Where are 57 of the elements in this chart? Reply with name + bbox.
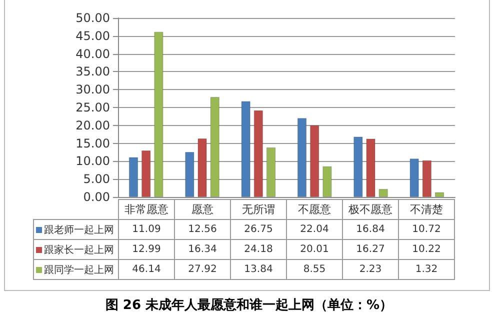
legend-label: 跟同学一起上网 bbox=[44, 264, 114, 276]
bar bbox=[354, 136, 363, 197]
bar bbox=[254, 110, 263, 197]
y-tick-label: 5.00 bbox=[83, 172, 110, 186]
y-tick-label: 20.00 bbox=[76, 118, 110, 132]
y-tick-label: 50.00 bbox=[76, 11, 110, 25]
bar bbox=[142, 150, 151, 197]
bar bbox=[422, 160, 432, 197]
data-label: 10.72 bbox=[398, 220, 454, 240]
x-tick-label: 非常愿意 bbox=[118, 200, 174, 220]
y-tick-label: 30.00 bbox=[76, 82, 110, 97]
data-label: 12.99 bbox=[118, 240, 174, 260]
data-label: 2.23 bbox=[342, 260, 398, 280]
data-label: 16.84 bbox=[342, 220, 398, 240]
x-tick-label: 不清楚 bbox=[398, 200, 454, 220]
bar bbox=[210, 97, 220, 197]
data-label: 13.84 bbox=[230, 260, 286, 280]
legend-label: 跟家长一起上网 bbox=[44, 244, 114, 256]
x-tick-label: 不愿意 bbox=[286, 200, 342, 220]
x-tick-label: 极不愿意 bbox=[342, 200, 398, 220]
data-label: 16.27 bbox=[342, 240, 398, 260]
y-tick-label: 40.00 bbox=[76, 46, 110, 61]
x-tick-label: 无所谓 bbox=[230, 200, 286, 220]
data-label: 22.04 bbox=[286, 220, 342, 240]
y-tick-label: 10.00 bbox=[76, 154, 110, 168]
data-label: 1.32 bbox=[398, 260, 454, 280]
bar bbox=[435, 192, 444, 197]
bar bbox=[128, 157, 138, 197]
y-tick-label: 45.00 bbox=[76, 28, 110, 43]
text: 图 26 未成年人最愿意和谁一起上网（单位：%） bbox=[104, 296, 394, 314]
data-label: 24.18 bbox=[230, 240, 286, 260]
y-tick-label: 25.00 bbox=[76, 100, 110, 114]
bar bbox=[410, 158, 419, 197]
data-label: 27.92 bbox=[174, 260, 230, 280]
x-tick-label: 愿意 bbox=[174, 200, 230, 220]
data-label: 26.75 bbox=[230, 220, 286, 240]
data-label: 16.34 bbox=[174, 240, 230, 260]
bar bbox=[266, 147, 276, 197]
bar bbox=[198, 138, 207, 197]
bar bbox=[297, 118, 306, 197]
y-tick-label: 0.00 bbox=[83, 190, 110, 204]
data-label: 10.22 bbox=[398, 240, 454, 260]
data-label: 8.55 bbox=[286, 260, 342, 280]
data-label: 12.56 bbox=[174, 220, 230, 240]
bar bbox=[366, 138, 376, 197]
bar bbox=[185, 152, 194, 197]
data-label: 11.09 bbox=[118, 220, 174, 240]
data-label: 46.14 bbox=[118, 260, 174, 280]
y-tick-label: 15.00 bbox=[76, 136, 110, 150]
legend-label: 跟老师一起上网 bbox=[44, 224, 114, 236]
data-label: 20.01 bbox=[286, 240, 342, 260]
bar bbox=[322, 166, 332, 197]
bar bbox=[154, 32, 164, 197]
y-tick-label: 35.00 bbox=[76, 64, 110, 79]
bar bbox=[378, 189, 388, 197]
bar bbox=[310, 125, 320, 197]
bar bbox=[241, 101, 250, 197]
